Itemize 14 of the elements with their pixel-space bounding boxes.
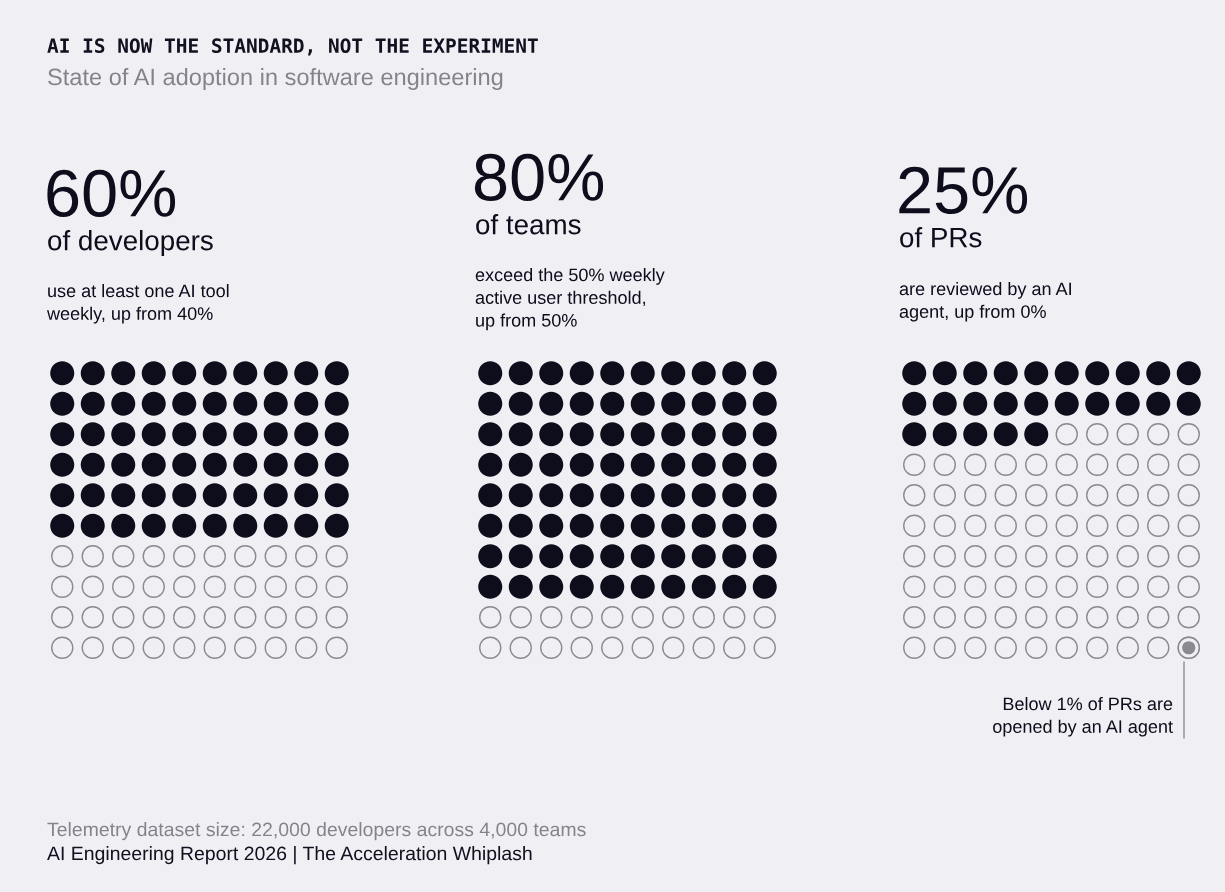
text: Telemetry dataset size: 22,000 developers across 4,000 teams [47, 822, 586, 841]
data-label: 60% [47, 169, 176, 217]
text: of developers [48, 230, 213, 256]
text: State of AI adoption in software engineering [48, 68, 503, 91]
text: Below 1% of PRs are opened by an AI agent [993, 697, 1173, 737]
text: use at least one AI tool weekly, up from 40% [46, 284, 229, 324]
data-label: 25% [899, 166, 1028, 214]
text: AI Engineering Report 2026 | The Acceleration Whiplash [47, 846, 532, 865]
text: AI IS NOW THE STANDARD, NOT THE EXPERIMENT [47, 38, 538, 56]
text: of PRs [900, 227, 982, 248]
data-label: 80% [474, 153, 604, 201]
text: of teams [476, 214, 581, 235]
text: are reviewed by an AI agent, up from 0% [899, 282, 1071, 322]
text: exceed the 50% weekly active user threshold, up from 50% [475, 268, 665, 331]
